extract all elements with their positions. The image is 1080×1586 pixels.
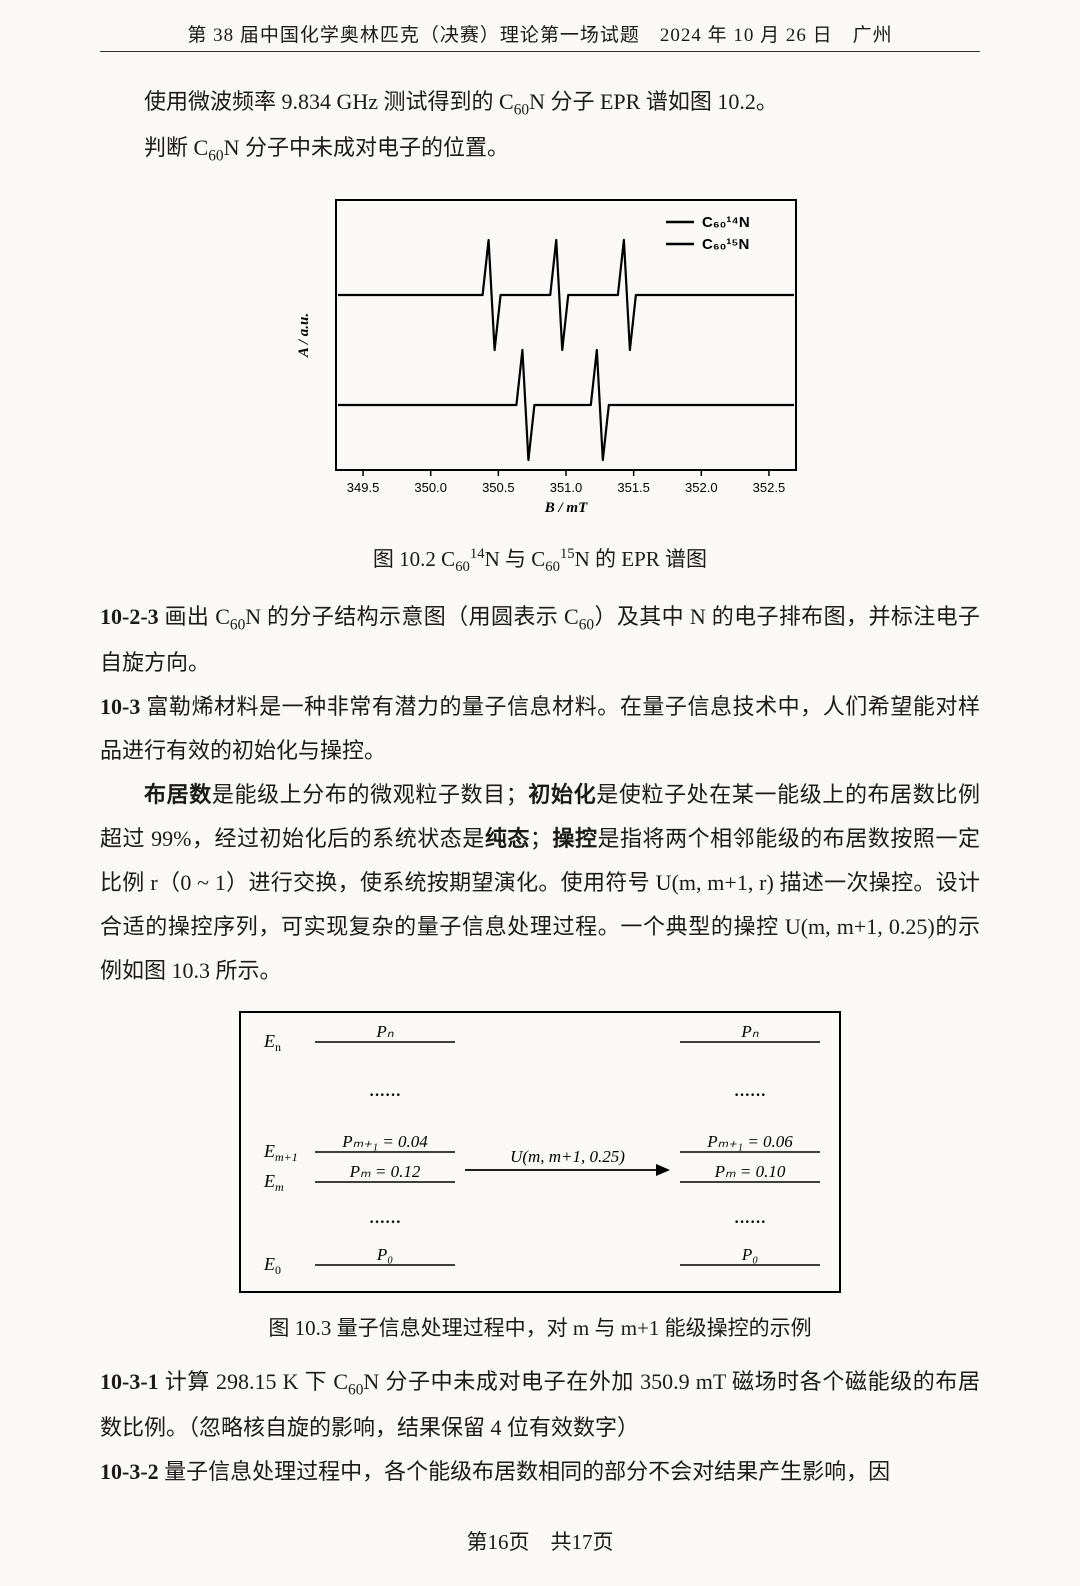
svg-text:E: E	[263, 1254, 275, 1274]
svg-text:······: ······	[369, 1087, 401, 1104]
svg-text:m+1: m+1	[275, 1150, 298, 1164]
caption-10-2: 图 10.2 C6014N 与 C6015N 的 EPR 谱图	[100, 543, 980, 576]
page-header: 第 38 届中国化学奥林匹克（决赛）理论第一场试题 2024 年 10 月 26…	[100, 20, 980, 52]
para-10-3-2: 10-3-2 量子信息处理过程中，各个能级布居数相同的部分不会对结果产生影响，因	[100, 1450, 980, 1494]
label-10-3-2: 10-3-2	[100, 1459, 159, 1484]
svg-text:Pₘ = 0.10: Pₘ = 0.10	[714, 1162, 786, 1181]
svg-text:Pₙ: Pₙ	[740, 1022, 758, 1041]
svg-text:Pₘ₊₁ = 0.04: Pₘ₊₁ = 0.04	[341, 1132, 428, 1151]
label-10-3: 10-3	[100, 694, 140, 719]
svg-text:349.5: 349.5	[347, 480, 380, 495]
svg-text:······: ······	[734, 1087, 766, 1104]
svg-text:C₆₀¹⁴N: C₆₀¹⁴N	[702, 214, 750, 231]
para-freq: 使用微波频率 9.834 GHz 测试得到的 C60N 分子 EPR 谱如图 1…	[100, 80, 980, 126]
term-control: 操控	[552, 826, 598, 851]
label-10-2-3: 10-2-3	[100, 604, 159, 629]
t: 图 10.2 C	[373, 547, 455, 571]
t: 计算 298.15 K 下 C	[159, 1369, 348, 1394]
para-definitions: 布居数是能级上分布的微观粒子数目；初始化是使粒子处在某一能级上的布居数比例超过 …	[100, 773, 980, 993]
t: 判断 C	[144, 135, 208, 160]
caption-10-3: 图 10.3 量子信息处理过程中，对 m 与 m+1 能级操控的示例	[100, 1312, 980, 1342]
term-init: 初始化	[528, 782, 596, 807]
para-10-2-3: 10-2-3 画出 C60N 的分子结构示意图（用圆表示 C60）及其中 N 的…	[100, 595, 980, 685]
svg-text:Pₘ = 0.12: Pₘ = 0.12	[349, 1162, 421, 1181]
svg-text:A / a.u.: A / a.u.	[296, 313, 312, 358]
svg-text:352.0: 352.0	[685, 480, 718, 495]
svg-text:Pₘ₊₁ = 0.06: Pₘ₊₁ = 0.06	[706, 1132, 793, 1151]
t: 使用微波频率 9.834 GHz 测试得到的 C	[144, 89, 514, 114]
page: 第 38 届中国化学奥林匹克（决赛）理论第一场试题 2024 年 10 月 26…	[0, 0, 1080, 1586]
t: 富勒烯材料是一种非常有潜力的量子信息材料。在量子信息技术中，人们希望能对样品进行…	[100, 694, 980, 763]
svg-text:E: E	[263, 1171, 275, 1191]
svg-text:······: ······	[369, 1214, 401, 1231]
svg-text:352.5: 352.5	[753, 480, 786, 495]
para-10-3: 10-3 富勒烯材料是一种非常有潜力的量子信息材料。在量子信息技术中，人们希望能…	[100, 685, 980, 773]
t: 量子信息处理过程中，各个能级布居数相同的部分不会对结果产生影响，因	[159, 1459, 891, 1484]
label-10-3-1: 10-3-1	[100, 1369, 159, 1394]
svg-text:E: E	[263, 1031, 275, 1051]
svg-text:C₆₀¹⁵N: C₆₀¹⁵N	[702, 236, 749, 253]
svg-text:350.5: 350.5	[482, 480, 515, 495]
svg-text:351.5: 351.5	[617, 480, 650, 495]
svg-text:m: m	[275, 1180, 284, 1194]
svg-text:U(m, m+1, 0.25): U(m, m+1, 0.25)	[510, 1147, 625, 1166]
t: N 分子 EPR 谱如图 10.2。	[529, 89, 778, 114]
para-judge: 判断 C60N 分子中未成对电子的位置。	[100, 126, 980, 172]
t: N 的分子结构示意图（用圆表示 C	[245, 604, 578, 629]
svg-text:······: ······	[734, 1214, 766, 1231]
diagram-10-3: EnEm+1EmE0PₙPₘ₊₁ = 0.04Pₘ = 0.12P₀······…	[100, 1007, 980, 1302]
svg-text:Pₙ: Pₙ	[375, 1022, 393, 1041]
svg-text:P₀: P₀	[376, 1245, 393, 1264]
t: N 的 EPR 谱图	[575, 547, 707, 571]
term-pure: 纯态	[485, 826, 530, 851]
t: N 与 C	[485, 547, 546, 571]
svg-text:350.0: 350.0	[414, 480, 447, 495]
t: ；	[530, 826, 552, 851]
svg-text:0: 0	[275, 1263, 281, 1277]
t: 画出 C	[159, 604, 230, 629]
diagram-svg: EnEm+1EmE0PₙPₘ₊₁ = 0.04Pₘ = 0.12P₀······…	[230, 1007, 850, 1297]
para-10-3-1: 10-3-1 计算 298.15 K 下 C60N 分子中未成对电子在外加 35…	[100, 1360, 980, 1450]
epr-svg: 349.5 350.0 350.5 351.0 351.5 352.0 352.5 B / m…	[280, 188, 800, 528]
svg-text:P₀: P₀	[741, 1245, 758, 1264]
t: N 分子中未成对电子的位置。	[224, 135, 509, 160]
t: 图 10.3 量子信息处理过程中，对 m 与 m+1 能级操控的示例	[268, 1316, 811, 1340]
svg-text:E: E	[263, 1141, 275, 1161]
svg-text:B / mT: B / mT	[544, 500, 588, 516]
page-footer: 第16页 共17页	[100, 1526, 980, 1556]
epr-chart: 349.5 350.0 350.5 351.0 351.5 352.0 352.5 B / m…	[100, 188, 980, 533]
svg-text:n: n	[275, 1040, 281, 1054]
t: 是能级上分布的微观粒子数目；	[212, 782, 528, 807]
term-buju: 布居数	[144, 782, 212, 807]
svg-text:351.0: 351.0	[550, 480, 583, 495]
